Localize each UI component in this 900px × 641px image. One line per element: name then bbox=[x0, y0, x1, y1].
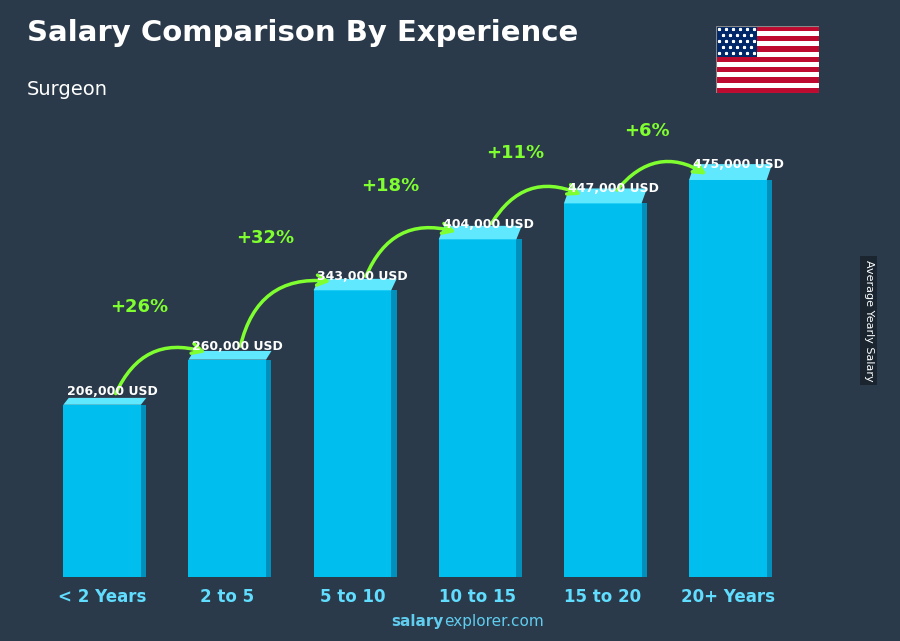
Polygon shape bbox=[188, 351, 272, 360]
Text: +11%: +11% bbox=[486, 144, 544, 162]
Polygon shape bbox=[517, 239, 522, 577]
Text: 206,000 USD: 206,000 USD bbox=[67, 385, 158, 398]
Bar bbox=[716, 26, 757, 56]
Bar bbox=[63, 404, 141, 577]
Bar bbox=[716, 83, 819, 88]
Bar bbox=[716, 41, 819, 46]
Bar bbox=[313, 290, 392, 577]
Polygon shape bbox=[266, 360, 272, 577]
Polygon shape bbox=[564, 188, 647, 203]
Text: Salary Comparison By Experience: Salary Comparison By Experience bbox=[27, 19, 578, 47]
Polygon shape bbox=[392, 290, 397, 577]
Bar bbox=[689, 180, 767, 577]
Text: 447,000 USD: 447,000 USD bbox=[568, 182, 659, 195]
Text: 404,000 USD: 404,000 USD bbox=[443, 219, 534, 231]
Text: 260,000 USD: 260,000 USD bbox=[193, 340, 283, 353]
Text: salary: salary bbox=[392, 615, 444, 629]
Polygon shape bbox=[141, 404, 147, 577]
Text: 475,000 USD: 475,000 USD bbox=[693, 158, 784, 171]
Polygon shape bbox=[689, 164, 772, 180]
Polygon shape bbox=[767, 180, 772, 577]
Bar bbox=[716, 36, 819, 41]
Polygon shape bbox=[439, 226, 522, 239]
Text: +26%: +26% bbox=[111, 298, 168, 316]
Bar bbox=[716, 31, 819, 36]
Text: +32%: +32% bbox=[236, 229, 294, 247]
Bar bbox=[716, 56, 819, 62]
Bar bbox=[716, 62, 819, 67]
Text: +18%: +18% bbox=[361, 178, 419, 196]
Bar bbox=[439, 239, 517, 577]
Bar bbox=[716, 46, 819, 51]
Bar bbox=[716, 78, 819, 83]
Polygon shape bbox=[642, 203, 647, 577]
Polygon shape bbox=[63, 398, 147, 404]
Text: 343,000 USD: 343,000 USD bbox=[318, 270, 408, 283]
Text: Surgeon: Surgeon bbox=[27, 80, 108, 99]
Text: Average Yearly Salary: Average Yearly Salary bbox=[863, 260, 874, 381]
Bar bbox=[716, 88, 819, 93]
Bar bbox=[716, 51, 819, 56]
Bar bbox=[716, 72, 819, 78]
Bar bbox=[716, 67, 819, 72]
Bar bbox=[188, 360, 266, 577]
Polygon shape bbox=[313, 279, 397, 290]
Bar bbox=[564, 203, 642, 577]
Bar bbox=[716, 26, 819, 31]
Text: explorer.com: explorer.com bbox=[445, 615, 544, 629]
Text: +6%: +6% bbox=[624, 122, 670, 140]
